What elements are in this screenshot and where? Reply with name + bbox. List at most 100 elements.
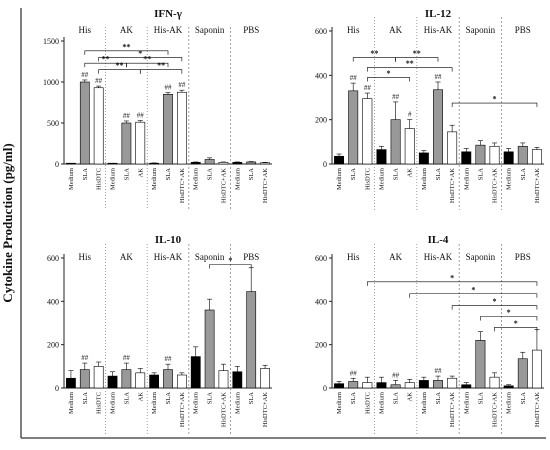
bar: [232, 162, 243, 165]
bar: [204, 159, 215, 165]
y-tick-label: 200: [315, 116, 327, 125]
category-label: Medium: [68, 392, 75, 414]
group-label: Saponin: [195, 25, 225, 35]
bar: [260, 368, 270, 389]
bar: [218, 370, 229, 389]
category-label: HisDTC: [364, 392, 371, 414]
bar: [475, 144, 486, 165]
bar: [149, 162, 160, 165]
category-label: HisDTC: [96, 392, 103, 414]
significance-mark: ##: [392, 371, 400, 379]
category-label: SLA: [207, 168, 214, 181]
group-label: His-AK: [154, 25, 183, 35]
category-label: Medium: [506, 392, 513, 414]
significance-mark: ##: [435, 367, 443, 375]
category-label: Medium: [506, 168, 513, 190]
chart-panel-3: IL-10 0 200 400 600 His Medium ## SLA HisDTC AK Med…: [47, 234, 272, 434]
significance-bracket: [480, 316, 538, 321]
bar: [348, 381, 359, 389]
significance-mark: ##: [123, 112, 131, 120]
category-label: Medium: [234, 168, 241, 190]
bracket-label: *: [493, 95, 497, 104]
significance-bracket: [139, 69, 183, 74]
significance-mark: ##: [123, 354, 131, 362]
significance-mark: ##: [95, 77, 103, 85]
category-label: Medium: [151, 168, 158, 190]
group-label: His: [79, 252, 92, 262]
significance-mark: ##: [350, 74, 358, 82]
bar: [517, 358, 528, 389]
category-label: Medium: [68, 168, 75, 190]
y-tick-label: 400: [47, 297, 59, 306]
category-label: SLA: [207, 392, 214, 405]
bracket-label: *: [228, 256, 232, 265]
group-label: His-AK: [424, 25, 453, 35]
group-label: AK: [120, 25, 133, 35]
bar: [135, 121, 146, 165]
group-label: His: [347, 25, 360, 35]
bar: [404, 382, 415, 389]
panel-title: IL-4: [428, 234, 449, 246]
category-label: SLA: [82, 168, 89, 181]
category-label: HisDTC: [364, 168, 371, 190]
category-label: SLA: [82, 392, 89, 405]
category-label: SLA: [123, 168, 130, 181]
significance-bracket: [494, 327, 538, 332]
significance-bracket: [126, 62, 169, 68]
group-label: AK: [120, 252, 133, 262]
category-label: HisDTC+AK: [179, 168, 186, 203]
category-label: SLA: [520, 168, 527, 181]
bar: [176, 374, 187, 389]
y-tick-label: 0: [55, 160, 59, 169]
category-label: SLA: [165, 168, 172, 181]
category-label: Medium: [463, 168, 470, 190]
bracket-label: *: [450, 273, 454, 282]
category-label: HisDTC+AK: [534, 168, 541, 203]
bar: [149, 374, 160, 389]
panel-title: IL-12: [425, 8, 452, 20]
bar: [461, 384, 472, 389]
bracket-label: *: [514, 319, 518, 328]
y-tick-label: 1000: [43, 78, 59, 87]
group-label: His: [347, 252, 360, 262]
group-label: Saponin: [195, 252, 225, 262]
bracket-label: **: [102, 55, 110, 64]
bar: [79, 81, 90, 165]
bar: [390, 384, 401, 389]
bracket-label: *: [138, 49, 142, 58]
bar: [334, 383, 345, 389]
category-label: HisDTC+AK: [534, 392, 541, 427]
shared-y-axis-label: Cytokine Production (pg/ml): [0, 143, 15, 302]
category-label: Medium: [110, 392, 117, 414]
bar: [232, 371, 243, 389]
category-label: Medium: [193, 168, 200, 190]
category-label: Medium: [463, 392, 470, 414]
significance-bracket: [451, 305, 538, 310]
category-label: Medium: [421, 168, 428, 190]
category-label: AK: [137, 392, 144, 402]
y-tick-label: 600: [315, 27, 327, 36]
bar: [163, 369, 173, 389]
y-tick-label: 0: [55, 384, 59, 393]
significance-bracket: [367, 77, 411, 82]
bar: [135, 372, 146, 389]
significance-mark: ##: [81, 71, 89, 79]
bar: [489, 376, 500, 389]
y-tick-label: 600: [47, 254, 59, 263]
bar: [404, 128, 415, 165]
category-label: SLA: [477, 392, 484, 405]
category-label: HisDTC: [96, 168, 103, 190]
category-label: Medium: [110, 168, 117, 190]
significance-mark: #: [408, 111, 412, 119]
bracket-label: **: [143, 55, 151, 64]
bar: [503, 385, 514, 389]
bar: [489, 145, 500, 165]
bar: [107, 375, 118, 389]
category-label: SLA: [520, 392, 527, 405]
category-label: HisDTC+AK: [449, 392, 456, 427]
category-label: Medium: [336, 392, 343, 414]
bar: [79, 369, 90, 389]
y-tick-label: 400: [315, 71, 327, 80]
bar: [461, 151, 472, 165]
chart-panel-2: IL-12 0 200 400 600 His Medium ## SLA ## HisDTC AK M…: [315, 8, 544, 210]
